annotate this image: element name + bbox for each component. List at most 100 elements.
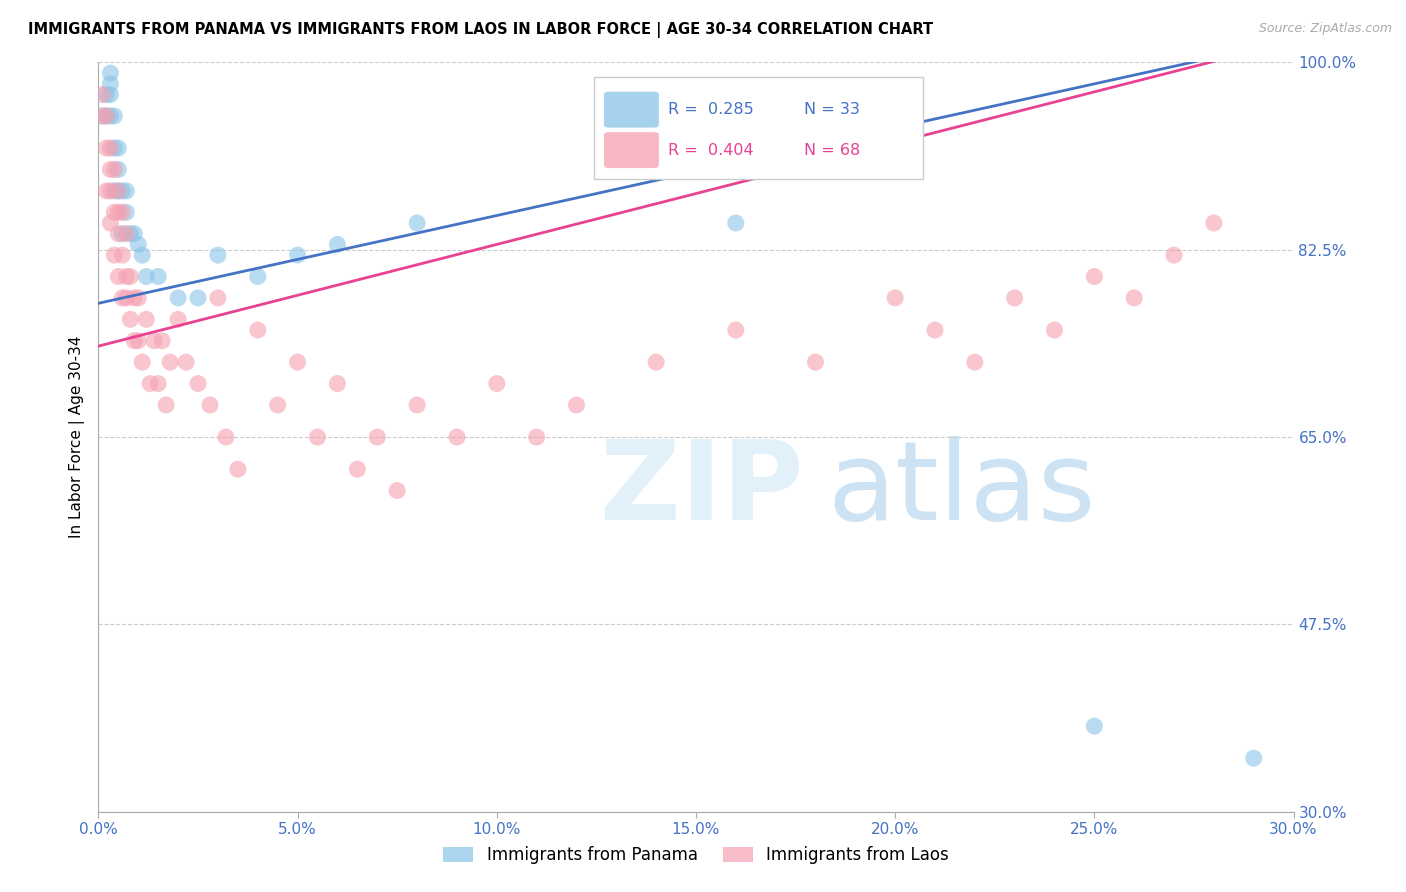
- Text: N = 33: N = 33: [804, 103, 859, 117]
- Point: [148, 269, 170, 284]
- Text: R =  0.285: R = 0.285: [668, 103, 754, 117]
- Point: [148, 376, 170, 391]
- Point: [135, 269, 157, 284]
- Point: [91, 109, 114, 123]
- Point: [150, 334, 173, 348]
- Point: [96, 109, 118, 123]
- Point: [187, 291, 209, 305]
- Point: [963, 355, 986, 369]
- Point: [98, 87, 122, 102]
- Point: [120, 227, 142, 241]
- Point: [107, 205, 129, 219]
- Point: [115, 205, 138, 219]
- Y-axis label: In Labor Force | Age 30-34: In Labor Force | Age 30-34: [69, 335, 86, 539]
- Point: [103, 162, 125, 177]
- Point: [91, 87, 114, 102]
- Point: [124, 334, 146, 348]
- Point: [446, 430, 468, 444]
- Point: [307, 430, 329, 444]
- Point: [385, 483, 409, 498]
- Point: [103, 184, 125, 198]
- Point: [1163, 248, 1185, 262]
- Text: ZIP: ZIP: [600, 436, 804, 543]
- Point: [724, 323, 747, 337]
- Point: [131, 248, 153, 262]
- Point: [406, 398, 429, 412]
- Point: [1123, 291, 1146, 305]
- Point: [924, 323, 946, 337]
- Point: [96, 109, 118, 123]
- Text: IMMIGRANTS FROM PANAMA VS IMMIGRANTS FROM LAOS IN LABOR FORCE | AGE 30-34 CORREL: IMMIGRANTS FROM PANAMA VS IMMIGRANTS FRO…: [28, 22, 934, 38]
- Point: [526, 430, 548, 444]
- Point: [107, 184, 129, 198]
- Point: [98, 162, 122, 177]
- Point: [1083, 269, 1105, 284]
- Point: [111, 248, 134, 262]
- Point: [111, 205, 134, 219]
- Point: [127, 237, 149, 252]
- Legend: Immigrants from Panama, Immigrants from Laos: Immigrants from Panama, Immigrants from …: [437, 839, 955, 871]
- Point: [96, 141, 118, 155]
- Text: Source: ZipAtlas.com: Source: ZipAtlas.com: [1258, 22, 1392, 36]
- Point: [107, 227, 129, 241]
- Point: [131, 355, 153, 369]
- Point: [135, 312, 157, 326]
- Point: [127, 291, 149, 305]
- Point: [111, 227, 134, 241]
- Text: R =  0.404: R = 0.404: [668, 143, 754, 158]
- Point: [804, 355, 827, 369]
- Point: [98, 109, 122, 123]
- Point: [1083, 719, 1105, 733]
- Point: [174, 355, 197, 369]
- Point: [107, 269, 129, 284]
- Point: [107, 141, 129, 155]
- Point: [98, 77, 122, 91]
- Point: [155, 398, 177, 412]
- Point: [96, 87, 118, 102]
- Text: N = 68: N = 68: [804, 143, 860, 158]
- Point: [103, 141, 125, 155]
- Point: [127, 334, 149, 348]
- FancyBboxPatch shape: [605, 132, 659, 168]
- Point: [91, 109, 114, 123]
- Point: [143, 334, 166, 348]
- Point: [111, 291, 134, 305]
- Point: [98, 216, 122, 230]
- Point: [406, 216, 429, 230]
- Point: [485, 376, 508, 391]
- Point: [96, 184, 118, 198]
- Point: [139, 376, 162, 391]
- Point: [326, 237, 349, 252]
- Point: [98, 66, 122, 80]
- Point: [103, 109, 125, 123]
- Point: [115, 227, 138, 241]
- Point: [103, 248, 125, 262]
- Point: [215, 430, 238, 444]
- Point: [884, 291, 907, 305]
- Point: [124, 291, 146, 305]
- Point: [645, 355, 668, 369]
- Point: [103, 205, 125, 219]
- Point: [287, 355, 309, 369]
- Point: [159, 355, 181, 369]
- Point: [207, 248, 229, 262]
- Point: [115, 269, 138, 284]
- Point: [120, 312, 142, 326]
- Point: [115, 184, 138, 198]
- Point: [1202, 216, 1225, 230]
- Point: [98, 184, 122, 198]
- Point: [107, 184, 129, 198]
- Point: [107, 162, 129, 177]
- FancyBboxPatch shape: [605, 92, 659, 128]
- Point: [287, 248, 309, 262]
- Point: [187, 376, 209, 391]
- Point: [124, 227, 146, 241]
- Point: [198, 398, 221, 412]
- Point: [565, 398, 588, 412]
- Point: [1004, 291, 1026, 305]
- Point: [167, 312, 190, 326]
- Point: [207, 291, 229, 305]
- Point: [115, 291, 138, 305]
- Point: [326, 376, 349, 391]
- Text: atlas: atlas: [827, 436, 1095, 543]
